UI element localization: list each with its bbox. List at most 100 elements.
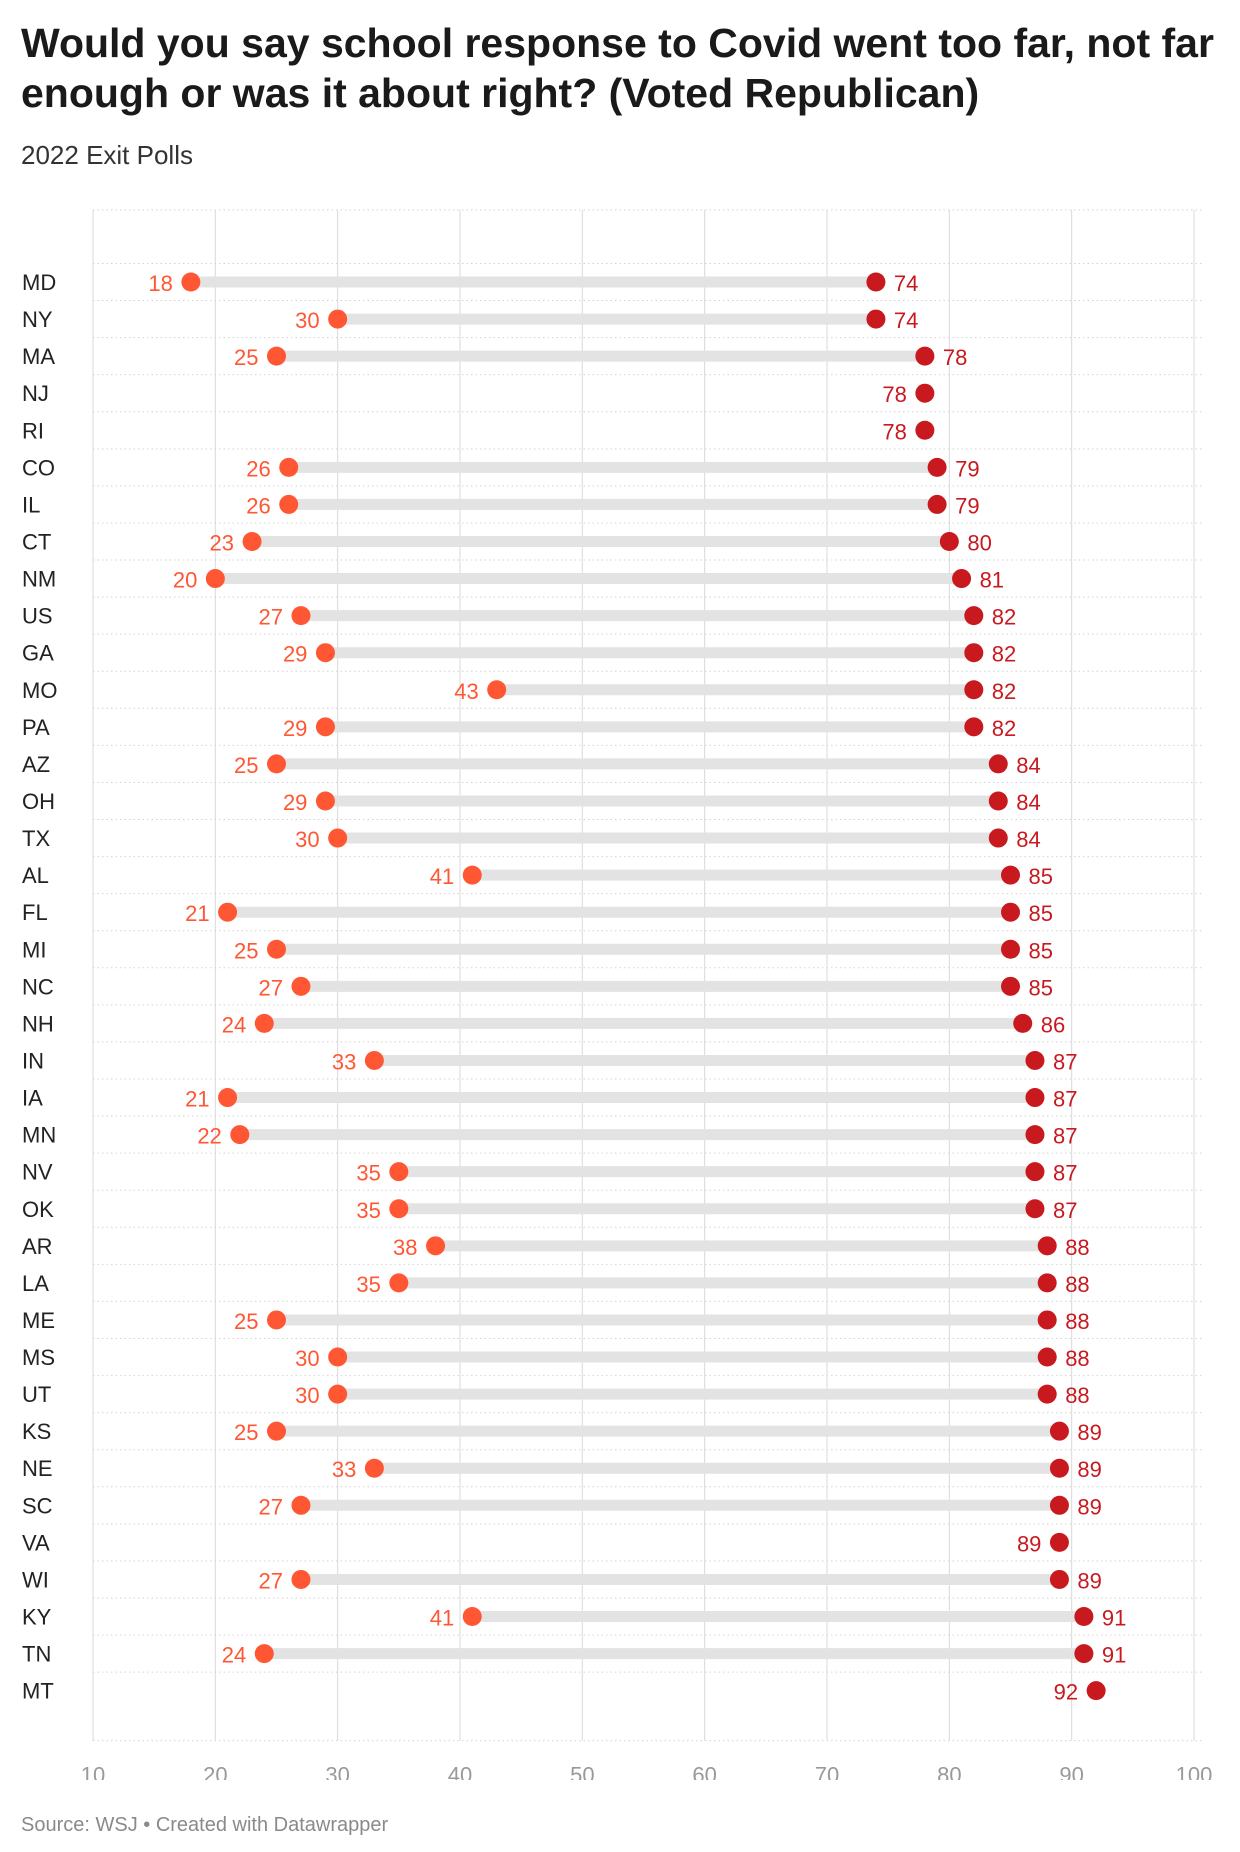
state-label: IL	[22, 492, 40, 517]
state-label: AR	[22, 1234, 53, 1259]
high-dot	[866, 272, 886, 292]
high-value-label: 85	[1029, 901, 1053, 926]
low-dot	[328, 1384, 348, 1404]
state-label: GA	[22, 641, 54, 666]
high-dot	[964, 717, 984, 737]
state-label: WI	[22, 1567, 49, 1592]
low-dot	[389, 1273, 409, 1293]
row-ma: MA 25 78	[22, 344, 967, 370]
row-ny: NY 30 74	[22, 307, 918, 333]
row-ia: IA 21 87	[22, 1086, 1077, 1112]
high-value-label: 88	[1065, 1383, 1089, 1408]
low-dot	[426, 1236, 446, 1256]
x-tick-label: 60	[692, 1763, 716, 1780]
low-dot	[205, 569, 225, 589]
high-dot	[964, 643, 984, 663]
high-dot	[1001, 902, 1020, 922]
low-value-label: 25	[234, 345, 258, 370]
high-value-label: 78	[882, 419, 906, 444]
high-dot	[1049, 1421, 1069, 1441]
state-label: LA	[22, 1271, 49, 1296]
low-dot	[315, 643, 335, 663]
row-al: AL 41 85	[22, 863, 1053, 889]
low-dot	[487, 680, 507, 700]
high-value-label: 89	[1077, 1420, 1101, 1445]
row-ar: AR 38 88	[22, 1234, 1090, 1260]
high-value-label: 84	[1016, 753, 1040, 778]
high-dot	[915, 420, 935, 440]
row-us: US 27 82	[22, 604, 1016, 630]
row-nc: NC 27 85	[22, 974, 1053, 1000]
low-dot	[254, 1644, 274, 1664]
state-label: UT	[22, 1382, 51, 1407]
state-label: NH	[22, 1011, 54, 1036]
low-dot	[267, 1310, 286, 1330]
x-tick-label: 100	[1176, 1763, 1213, 1780]
low-value-label: 35	[356, 1198, 380, 1223]
row-il: IL 26 79	[22, 492, 980, 518]
low-value-label: 27	[258, 605, 282, 630]
high-dot	[988, 791, 1008, 811]
row-la: LA 35 88	[22, 1271, 1090, 1297]
row-ms: MS 30 88	[22, 1345, 1090, 1371]
state-label: US	[22, 604, 53, 629]
high-value-label: 85	[1029, 975, 1053, 1000]
low-value-label: 20	[173, 568, 197, 593]
high-dot	[1037, 1384, 1057, 1404]
source-note: Source: WSJ • Created with Datawrapper	[21, 1814, 389, 1836]
state-label: MS	[22, 1345, 55, 1370]
row-wi: WI 27 89	[22, 1567, 1102, 1593]
low-dot	[328, 309, 348, 329]
state-label: NE	[22, 1456, 53, 1481]
high-dot	[952, 569, 972, 589]
low-value-label: 25	[234, 938, 258, 963]
state-label: MT	[22, 1679, 54, 1704]
high-dot	[1049, 1495, 1069, 1515]
state-label: ME	[22, 1308, 55, 1333]
high-dot	[1074, 1644, 1094, 1664]
high-value-label: 89	[1077, 1568, 1101, 1593]
state-label: MI	[22, 937, 46, 962]
low-value-label: 41	[430, 1606, 454, 1631]
low-value-label: 35	[356, 1272, 380, 1297]
x-tick-label: 30	[325, 1763, 349, 1780]
low-value-label: 27	[258, 1494, 282, 1519]
low-value-label: 21	[185, 901, 209, 926]
high-dot	[988, 828, 1008, 848]
low-dot	[315, 717, 335, 737]
row-ct: CT 23 80	[22, 529, 992, 555]
state-label: KS	[22, 1419, 51, 1444]
state-label: NV	[22, 1160, 53, 1185]
low-value-label: 24	[222, 1012, 246, 1037]
state-label: OH	[22, 789, 55, 814]
high-value-label: 82	[992, 642, 1016, 667]
x-tick-label: 20	[203, 1763, 227, 1780]
row-nh: NH 24 86	[22, 1011, 1065, 1037]
state-label: AZ	[22, 752, 50, 777]
high-dot	[1025, 1050, 1045, 1070]
high-value-label: 74	[894, 271, 918, 296]
high-value-label: 89	[1077, 1494, 1101, 1519]
low-value-label: 24	[222, 1643, 246, 1668]
low-dot	[181, 272, 201, 292]
low-dot	[389, 1162, 409, 1182]
high-value-label: 87	[1053, 1087, 1077, 1112]
high-dot	[1001, 976, 1020, 996]
row-ky: KY 41 91	[22, 1605, 1126, 1631]
high-dot	[866, 309, 886, 329]
low-dot	[279, 457, 299, 477]
chart-subtitle: 2022 Exit Polls	[21, 140, 193, 170]
row-oh: OH 29 84	[22, 789, 1041, 815]
high-dot	[1025, 1125, 1045, 1145]
state-label: SC	[22, 1493, 53, 1518]
low-dot	[230, 1125, 250, 1145]
row-pa: PA 29 82	[22, 715, 1016, 741]
low-dot	[218, 902, 238, 922]
low-dot	[267, 754, 286, 774]
high-value-label: 82	[992, 679, 1016, 704]
high-value-label: 86	[1041, 1012, 1065, 1037]
x-tick-label: 90	[1059, 1763, 1083, 1780]
state-label: OK	[22, 1197, 54, 1222]
high-dot	[927, 494, 947, 514]
state-label: NY	[22, 307, 53, 332]
